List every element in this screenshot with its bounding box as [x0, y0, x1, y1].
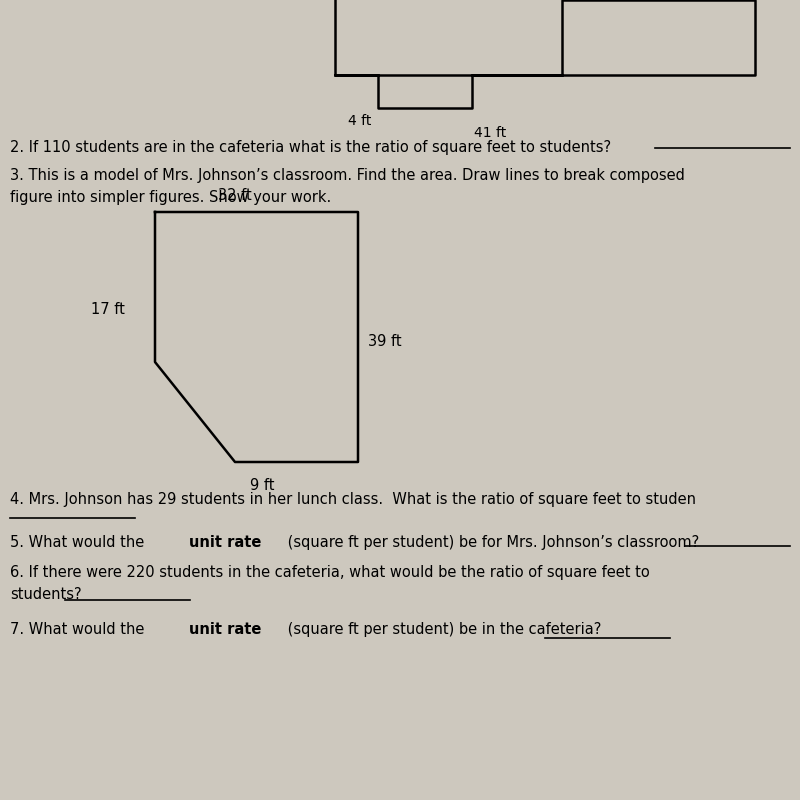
Text: 41 ft: 41 ft	[474, 126, 506, 140]
Text: students?: students?	[10, 587, 82, 602]
Text: (square ft per student) be in the cafeteria?: (square ft per student) be in the cafete…	[282, 622, 601, 637]
Text: 32 ft: 32 ft	[218, 188, 252, 203]
Text: 4 ft: 4 ft	[348, 114, 372, 128]
Text: unit rate: unit rate	[189, 535, 262, 550]
Text: 4. Mrs. Johnson has 29 students in her lunch class.  What is the ratio of square: 4. Mrs. Johnson has 29 students in her l…	[10, 492, 696, 507]
Text: figure into simpler figures. Show your work.: figure into simpler figures. Show your w…	[10, 190, 331, 205]
Text: 6. If there were 220 students in the cafeteria, what would be the ratio of squar: 6. If there were 220 students in the caf…	[10, 565, 650, 580]
Text: unit rate: unit rate	[190, 622, 262, 637]
Text: 5. What would the: 5. What would the	[10, 535, 149, 550]
Text: 3. This is a model of Mrs. Johnson’s classroom. Find the area. Draw lines to bre: 3. This is a model of Mrs. Johnson’s cla…	[10, 168, 685, 183]
Text: 39 ft: 39 ft	[368, 334, 402, 350]
Text: (square ft per student) be for Mrs. Johnson’s classroom?: (square ft per student) be for Mrs. John…	[282, 535, 699, 550]
Text: 7. What would the: 7. What would the	[10, 622, 149, 637]
Text: 2. If 110 students are in the cafeteria what is the ratio of square feet to stud: 2. If 110 students are in the cafeteria …	[10, 140, 611, 155]
Text: 9 ft: 9 ft	[250, 478, 274, 493]
Text: 17 ft: 17 ft	[91, 302, 125, 318]
